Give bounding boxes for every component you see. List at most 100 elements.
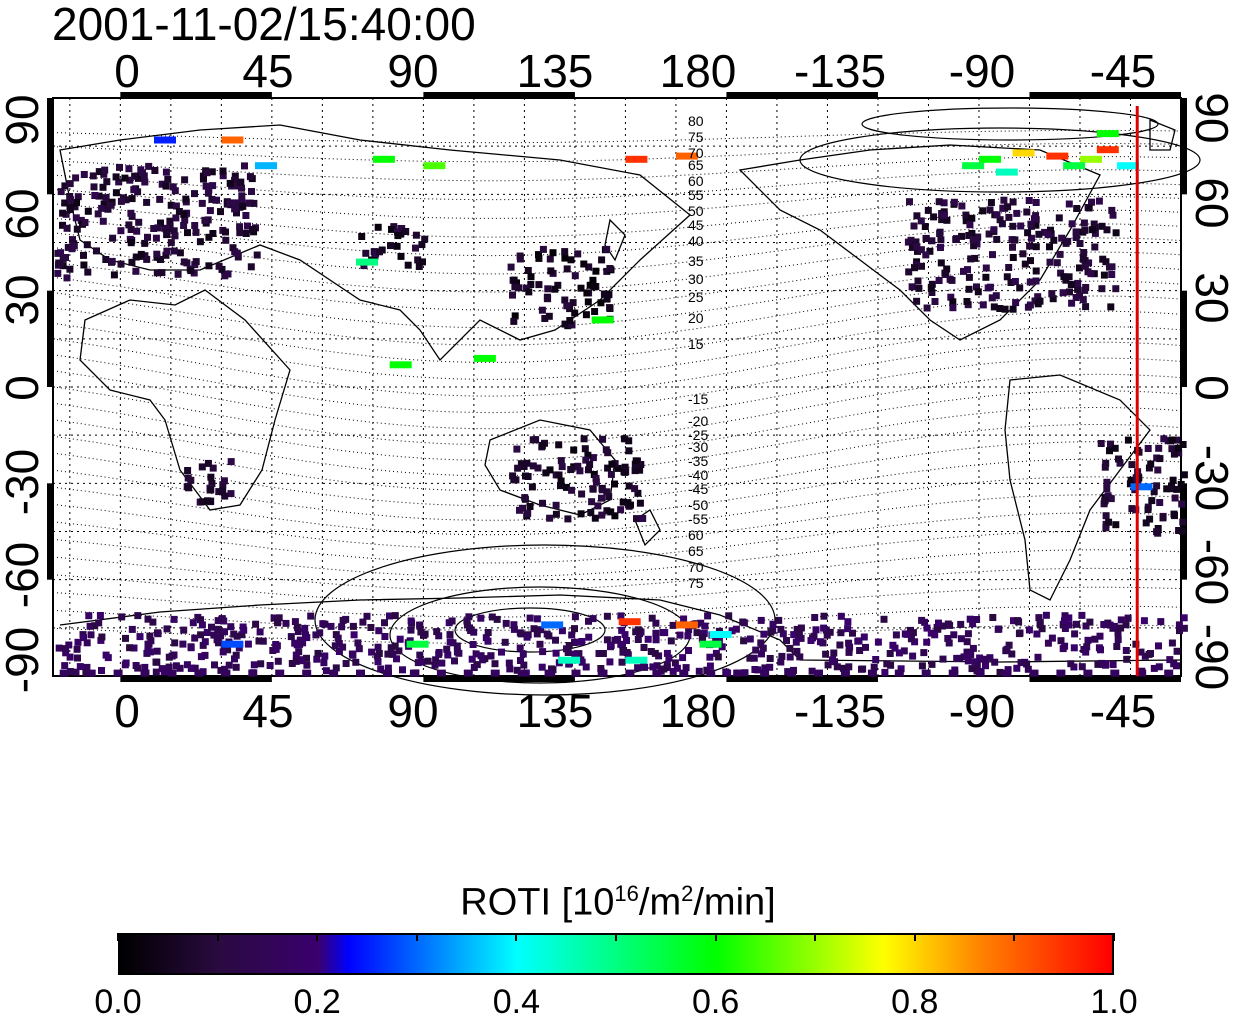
- roti-pixel: [407, 617, 415, 625]
- roti-pixel: [288, 660, 296, 667]
- lon-tick-bottom: 0: [114, 685, 140, 737]
- roti-pixel: [568, 631, 576, 639]
- roti-pixel: [62, 645, 69, 653]
- roti-pixel: [667, 637, 675, 645]
- roti-pixel: [433, 628, 441, 636]
- roti-pixel: [973, 616, 981, 623]
- roti-pixel: [1140, 617, 1148, 625]
- roti-pixel: [526, 503, 534, 510]
- roti-pixel: [122, 196, 130, 204]
- roti-pixel: [546, 514, 554, 522]
- roti-pixel: [617, 506, 625, 514]
- roti-pixel: [1072, 228, 1080, 236]
- roti-pixel: [1058, 234, 1066, 242]
- roti-pixel: [883, 660, 891, 668]
- roti-pixel: [244, 222, 251, 230]
- roti-pixel: [355, 645, 363, 653]
- frame-bar-top: [726, 92, 878, 98]
- roti-pixel: [80, 634, 87, 642]
- frame-bar-top: [120, 92, 272, 98]
- roti-pixel: [1047, 226, 1054, 234]
- roti-pixel: [257, 660, 265, 668]
- roti-pixel: [231, 172, 239, 180]
- roti-pixel: [590, 471, 598, 478]
- roti-pixel: [1025, 626, 1033, 634]
- roti-pixel: [174, 270, 182, 278]
- roti-pixel: [134, 664, 142, 672]
- roti-pixel: [248, 188, 255, 195]
- roti-pixel: [973, 283, 980, 291]
- roti-pixel: [1065, 621, 1073, 629]
- roti-pixel-bright: [1130, 483, 1153, 491]
- roti-pixel-bright: [625, 155, 648, 163]
- roti-pixel-bright: [709, 631, 732, 638]
- roti-pixel: [192, 258, 200, 266]
- roti-pixel: [232, 651, 240, 659]
- roti-pixel: [649, 663, 657, 671]
- roti-pixel: [303, 661, 311, 669]
- roti-pixel: [1083, 643, 1091, 651]
- roti-pixel: [63, 274, 71, 282]
- roti-pixel: [990, 303, 998, 311]
- roti-pixel: [1107, 303, 1115, 311]
- roti-pixel: [1112, 285, 1120, 293]
- roti-pixel: [198, 463, 206, 471]
- roti-pixel-antarctic: [840, 669, 850, 677]
- roti-pixel: [910, 222, 918, 230]
- roti-pixel: [671, 659, 679, 667]
- roti-pixel: [1094, 660, 1102, 668]
- roti-pixel: [233, 209, 240, 217]
- roti-pixel: [154, 630, 162, 638]
- roti-pixel: [1156, 499, 1164, 506]
- roti-pixel: [163, 625, 171, 633]
- roti-pixel: [634, 636, 642, 643]
- roti-pixel: [487, 652, 495, 660]
- roti-pixel: [217, 666, 225, 674]
- roti-pixel: [407, 626, 415, 634]
- roti-pixel: [158, 180, 166, 188]
- roti-pixel: [222, 228, 229, 236]
- roti-pixel: [1038, 625, 1046, 633]
- roti-pixel: [1055, 214, 1063, 222]
- roti-pixel: [222, 236, 230, 244]
- roti-pixel: [256, 628, 264, 636]
- roti-pixel: [62, 254, 69, 261]
- roti-pixel: [95, 192, 103, 200]
- roti-pixel: [557, 477, 565, 485]
- roti-pixel-antarctic: [329, 669, 339, 677]
- roti-pixel: [571, 639, 578, 646]
- roti-pixel: [130, 644, 138, 652]
- roti-pixel: [232, 663, 240, 671]
- roti-pixel: [127, 239, 135, 247]
- roti-pixel: [603, 295, 611, 303]
- roti-pixel: [1175, 527, 1183, 534]
- roti-pixel: [387, 242, 394, 250]
- roti-pixel: [199, 641, 207, 649]
- roti-pixel: [176, 249, 184, 257]
- roti-pixel: [669, 621, 677, 629]
- roti-pixel: [625, 447, 633, 455]
- roti-pixel: [792, 638, 800, 646]
- roti-pixel: [152, 658, 160, 666]
- roti-pixel: [153, 250, 161, 258]
- mlat-contour: [52, 530, 1182, 578]
- roti-pixel: [239, 202, 247, 210]
- roti-pixel: [779, 630, 787, 638]
- roti-pixel: [589, 454, 597, 462]
- roti-pixel: [511, 312, 519, 320]
- roti-pixel: [54, 269, 62, 277]
- roti-pixel: [128, 195, 136, 203]
- roti-pixel: [158, 665, 166, 673]
- roti-pixel: [77, 216, 85, 224]
- roti-pixel: [72, 214, 80, 222]
- roti-pixel: [1101, 496, 1109, 504]
- roti-pixel: [444, 651, 452, 659]
- roti-pixel: [907, 236, 915, 244]
- roti-pixel: [589, 485, 597, 493]
- frame-bar-left: [47, 483, 53, 580]
- roti-pixel: [663, 649, 671, 657]
- roti-pixel: [206, 207, 214, 215]
- roti-pixel: [55, 644, 63, 652]
- roti-pixel: [581, 445, 589, 453]
- roti-pixel: [1042, 611, 1050, 619]
